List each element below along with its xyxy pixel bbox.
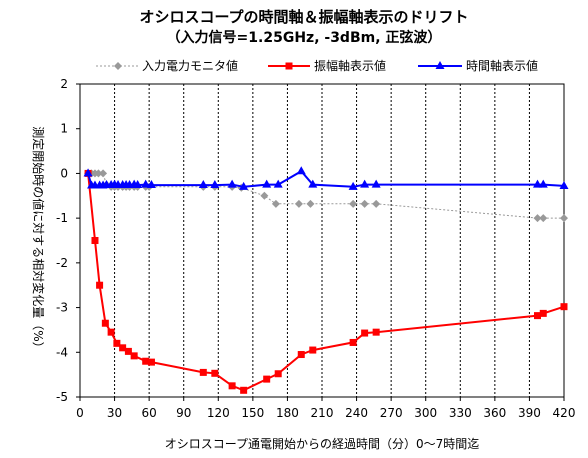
y-tick-label: -1 — [56, 211, 68, 225]
data-point-time — [227, 179, 237, 188]
x-tick-label: 90 — [176, 406, 191, 420]
data-point-power — [99, 169, 108, 178]
data-point-time — [559, 180, 569, 189]
y-tick-label: -2 — [56, 256, 68, 270]
data-point-amplitude — [124, 347, 132, 355]
legend-label-time: 時間軸表示値 — [466, 58, 538, 73]
y-tick-label: 2 — [60, 77, 68, 91]
data-point-amplitude — [309, 346, 317, 354]
y-axis-label: 測定開始時の値に対する相対変化量（%） — [31, 126, 46, 353]
data-point-time — [532, 179, 542, 188]
data-point-power — [533, 214, 542, 223]
data-point-amplitude — [297, 351, 305, 359]
data-point-amplitude — [130, 352, 138, 360]
legend: 入力電力モニタ値 振幅軸表示値 時間軸表示値 — [96, 58, 538, 73]
data-point-amplitude — [147, 358, 155, 366]
axes: 0 30 60 90 120 150 180 210 240 270 300 330 360 390 420… — [56, 77, 575, 420]
grid — [114, 84, 530, 397]
x-tick-label: 270 — [380, 406, 403, 420]
x-tick-label: 30 — [107, 406, 122, 420]
y-tick-label: -5 — [56, 390, 68, 404]
data-point-time — [141, 179, 151, 188]
chart-subtitle: （入力信号=1.25GHz, -3dBm, 正弦波） — [167, 29, 442, 46]
data-point-power — [539, 214, 548, 223]
data-point-time — [360, 179, 370, 188]
data-point-time — [146, 180, 156, 189]
series-layer — [83, 166, 569, 394]
x-tick-label: 120 — [207, 406, 230, 420]
legend-label-amplitude: 振幅軸表示値 — [314, 58, 386, 73]
x-tick-label: 240 — [345, 406, 368, 420]
data-point-power — [560, 214, 568, 223]
x-axis-label: オシロスコープ通電開始からの経過時間（分）0～7時間迄 — [165, 437, 480, 451]
data-point-power — [294, 199, 303, 208]
data-point-amplitude — [263, 375, 271, 383]
data-point-time — [133, 180, 143, 189]
legend-item-power: 入力電力モニタ値 — [96, 58, 238, 73]
data-point-power — [349, 199, 358, 208]
data-point-time — [273, 179, 283, 188]
data-point-power — [271, 199, 280, 208]
data-point-time — [296, 166, 306, 175]
legend-marker-power — [114, 62, 122, 70]
data-point-amplitude — [372, 328, 380, 336]
data-point-power — [260, 191, 269, 200]
legend-item-time: 時間軸表示値 — [418, 58, 538, 73]
data-point-time — [210, 180, 220, 189]
data-point-power — [94, 169, 103, 178]
data-point-time — [308, 179, 318, 188]
data-point-power — [306, 199, 315, 208]
y-tick-label: -4 — [56, 345, 68, 359]
data-point-amplitude — [107, 328, 115, 336]
data-point-power — [372, 199, 381, 208]
data-point-amplitude — [240, 386, 248, 394]
y-tick-label: -3 — [56, 301, 68, 315]
data-point-time — [538, 179, 548, 188]
x-tick-label: 210 — [311, 406, 334, 420]
chart-title: オシロスコープの時間軸＆振幅軸表示のドリフト — [139, 8, 468, 26]
data-point-amplitude — [199, 368, 207, 376]
data-point-amplitude — [211, 369, 219, 377]
x-tick-label: 150 — [241, 406, 264, 420]
x-tick-label: 330 — [449, 406, 472, 420]
data-point-time — [83, 168, 93, 177]
data-point-amplitude — [539, 309, 547, 317]
data-point-amplitude — [533, 312, 541, 320]
y-tick-label: 0 — [60, 166, 68, 180]
legend-marker-time — [435, 61, 445, 69]
data-point-time — [371, 179, 381, 188]
x-tick-label: 390 — [518, 406, 541, 420]
x-tick-label: 60 — [142, 406, 157, 420]
data-point-amplitude — [101, 319, 109, 327]
data-point-time — [348, 181, 358, 190]
data-point-amplitude — [91, 237, 99, 244]
data-point-amplitude — [96, 281, 104, 289]
data-point-amplitude — [560, 303, 568, 311]
y-tick-label: 1 — [60, 122, 68, 136]
x-tick-label: 180 — [276, 406, 299, 420]
x-tick-label: 300 — [414, 406, 437, 420]
data-point-amplitude — [119, 344, 127, 352]
data-point-time — [239, 181, 249, 190]
x-tick-label: 0 — [76, 406, 84, 420]
data-point-time — [262, 179, 272, 188]
x-tick-label: 420 — [553, 406, 576, 420]
data-point-amplitude — [228, 382, 236, 390]
legend-label-power: 入力電力モニタ値 — [142, 58, 238, 73]
data-point-time — [198, 180, 208, 189]
data-point-amplitude — [274, 370, 282, 378]
x-tick-label: 360 — [483, 406, 506, 420]
data-point-amplitude — [361, 329, 369, 337]
legend-marker-amplitude — [285, 62, 293, 70]
legend-item-amplitude: 振幅軸表示値 — [268, 58, 386, 73]
data-point-amplitude — [113, 339, 121, 347]
data-point-power — [360, 199, 369, 208]
data-point-amplitude — [349, 338, 357, 346]
data-point-amplitude — [142, 357, 150, 365]
